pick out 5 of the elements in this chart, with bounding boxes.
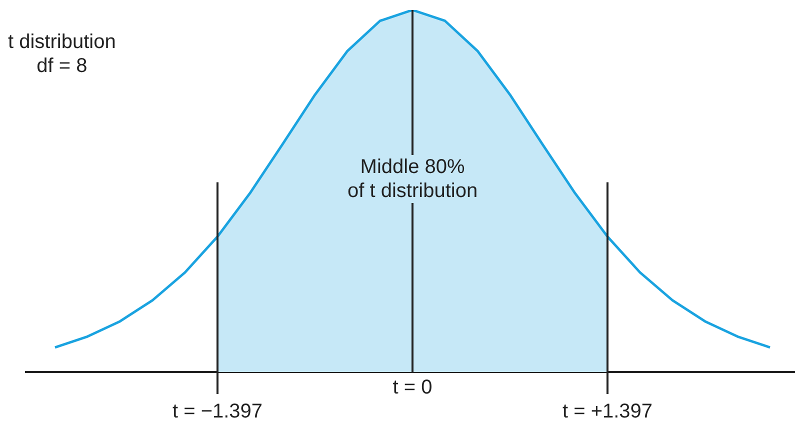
x-tick-label: t = −1.397 — [172, 400, 263, 423]
annotation: Middle 80% of t distribution — [348, 155, 478, 203]
annotation: t distribution df = 8 — [8, 30, 116, 78]
x-tick-label: t = +1.397 — [562, 400, 653, 423]
x-tick-label: t = 0 — [392, 376, 432, 399]
